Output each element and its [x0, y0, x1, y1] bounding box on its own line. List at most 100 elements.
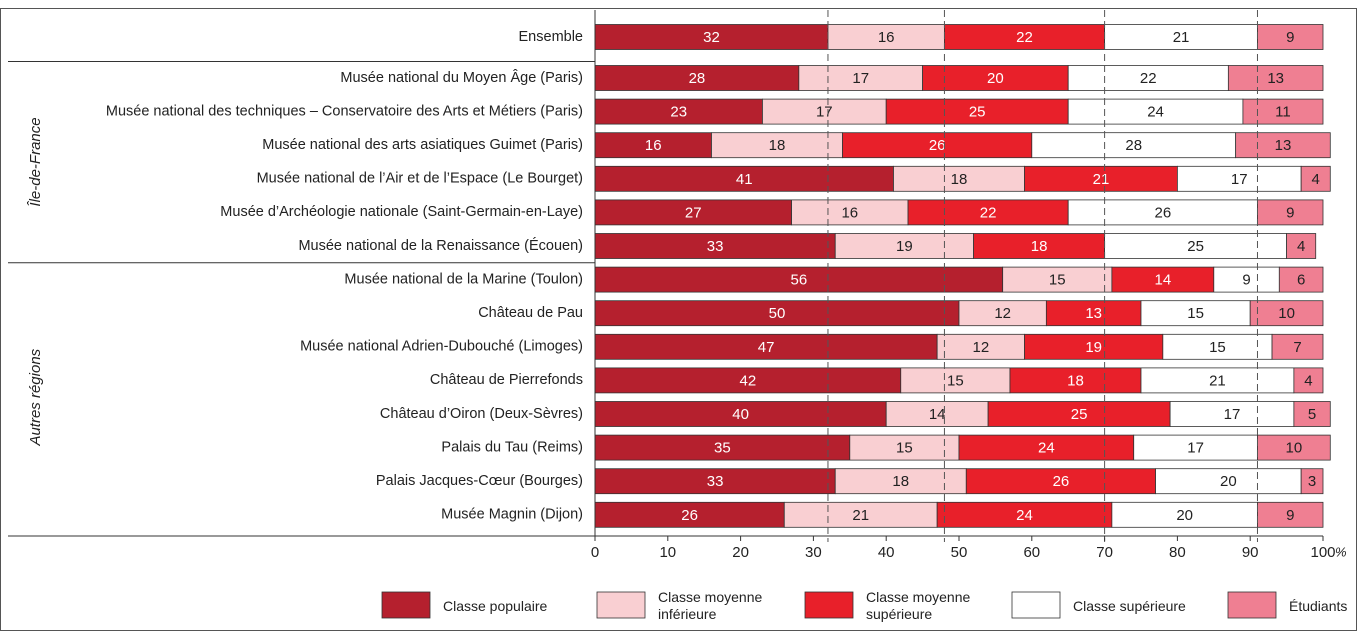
bar-segment [1045, 300, 1142, 327]
bar-segment [1002, 266, 1113, 293]
category-label: Musée Magnin (Dijon) [441, 507, 583, 523]
bar-segment [1031, 132, 1237, 159]
group-label: Autres régions [27, 348, 44, 446]
data-label: 17 [852, 70, 869, 87]
data-label: 3 [1308, 473, 1316, 490]
bar-segment [1227, 65, 1324, 91]
data-label: 17 [816, 104, 833, 121]
bar-segment [762, 98, 887, 125]
data-label: 14 [1154, 272, 1171, 289]
bar-segment [594, 233, 836, 259]
data-label: 42 [740, 372, 757, 389]
data-label: 18 [951, 171, 968, 188]
bar-segment [594, 501, 785, 528]
bar-segment [594, 333, 938, 360]
x-tick-label: 100 [1310, 544, 1335, 561]
data-label: 15 [1049, 272, 1066, 289]
bar-segment [1235, 132, 1331, 159]
legend-label: Classe supérieure [1073, 597, 1186, 614]
bar-segment [1257, 24, 1324, 50]
bar-segment [1286, 233, 1317, 259]
data-label: 22 [980, 204, 997, 221]
bar-segment [594, 132, 712, 159]
category-label: Musée national de l’Air et de l’Espace (… [257, 171, 583, 187]
group-label: Île-de-France [27, 117, 44, 206]
bar-segment [1009, 367, 1142, 394]
data-label: 13 [1275, 137, 1292, 154]
data-label: 26 [1154, 204, 1171, 221]
bar-segment [1257, 501, 1324, 528]
data-label: 17 [1187, 440, 1204, 457]
data-label: 16 [878, 29, 895, 46]
category-label: Musée national de la Renaissance (Écouen… [298, 237, 583, 254]
bar-segment [936, 501, 1113, 528]
data-label: 24 [1038, 440, 1055, 457]
data-label: 20 [987, 70, 1004, 87]
x-unit: % [1335, 544, 1347, 559]
data-label: 40 [732, 406, 749, 423]
bar-segment [1177, 165, 1302, 192]
data-label: 10 [1278, 305, 1295, 322]
bar-segment [944, 24, 1106, 50]
bar-segment [849, 434, 960, 461]
legend-swatch [596, 591, 646, 619]
legend-label: Classe moyenne inférieure [658, 589, 763, 622]
data-label: 26 [1053, 473, 1070, 490]
data-label: 11 [1275, 104, 1291, 121]
data-label: 14 [929, 406, 946, 423]
category-label: Palais du Tau (Reims) [441, 439, 583, 455]
bar-segment [594, 24, 829, 50]
data-label: 17 [1231, 171, 1248, 188]
category-label: Château d’Oiron (Deux-Sèvres) [380, 406, 583, 422]
category-label: Ensemble [519, 29, 583, 45]
data-label: 28 [1125, 137, 1142, 154]
bar-segment [1300, 165, 1331, 192]
x-tick-label: 80 [1169, 544, 1186, 561]
data-label: 16 [645, 137, 662, 154]
data-label: 26 [681, 507, 698, 524]
bar-segment [958, 300, 1047, 327]
x-tick-label: 20 [732, 544, 749, 561]
data-label: 19 [1085, 339, 1102, 356]
data-label: 18 [1031, 238, 1048, 255]
bar-segment [842, 132, 1033, 159]
data-label: 15 [896, 440, 913, 457]
data-label: 7 [1293, 339, 1301, 356]
category-label: Palais Jacques-Cœur (Bourges) [376, 473, 583, 489]
bar-segment [1024, 333, 1164, 360]
bar-segment [900, 367, 1011, 394]
category-label: Musée national de la Marine (Toulon) [344, 271, 583, 287]
bar-segment [936, 333, 1025, 360]
category-label: Musée national Adrien-Dubouché (Limoges) [300, 339, 583, 355]
category-label: Musée national des arts asiatiques Guime… [262, 137, 583, 153]
bar-segment [1293, 401, 1331, 427]
bar-segment [1155, 468, 1302, 495]
data-label: 22 [1016, 29, 1033, 46]
x-tick-label: 0 [591, 544, 599, 561]
x-tick-label: 60 [1023, 544, 1040, 561]
data-label: 13 [1267, 70, 1284, 87]
bar-segment [594, 65, 800, 91]
bar-segment [1104, 24, 1258, 50]
bar-segment [1067, 199, 1258, 226]
bar-segment [1300, 468, 1324, 495]
bar-segment [1249, 300, 1324, 327]
data-label: 9 [1286, 204, 1294, 221]
data-label: 20 [1176, 507, 1193, 524]
data-label: 25 [1071, 406, 1088, 423]
data-label: 4 [1297, 238, 1305, 255]
data-label: 10 [1286, 440, 1303, 457]
bar-segment [1067, 98, 1244, 125]
x-tick-label: 10 [659, 544, 676, 561]
bar-segment [1293, 367, 1324, 394]
data-label: 41 [736, 171, 753, 188]
data-label: 12 [994, 305, 1011, 322]
data-label: 24 [1016, 507, 1033, 524]
data-label: 23 [670, 104, 687, 121]
x-tick-label: 90 [1242, 544, 1259, 561]
data-label: 4 [1312, 171, 1320, 188]
bar-segment [594, 98, 763, 125]
x-tick-label: 50 [951, 544, 968, 561]
